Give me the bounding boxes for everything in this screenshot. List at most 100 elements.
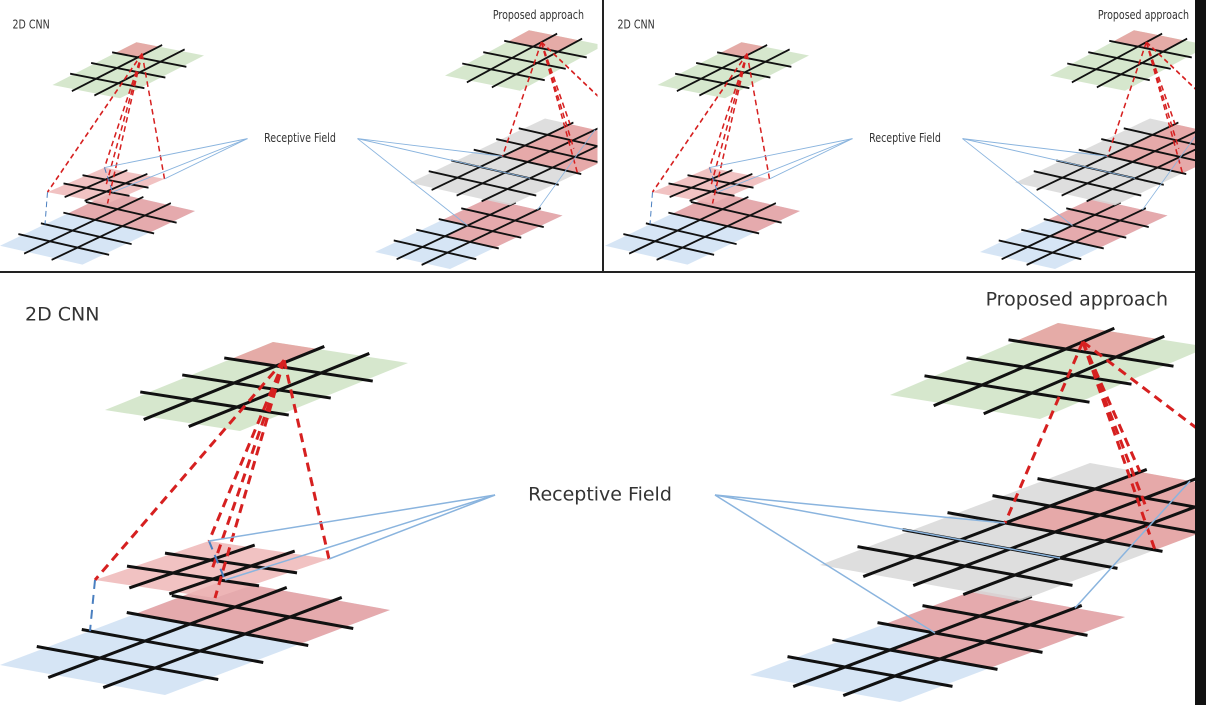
plane bbox=[652, 167, 770, 204]
receptive-cell bbox=[445, 225, 493, 242]
grid-line bbox=[998, 239, 1082, 261]
grid-line bbox=[623, 233, 715, 256]
receptive-cell bbox=[508, 30, 554, 47]
label-link bbox=[1074, 480, 1191, 609]
grid-line bbox=[91, 62, 166, 79]
receptive-cell bbox=[1047, 209, 1095, 226]
receptive-cell bbox=[1066, 331, 1158, 357]
grid-line bbox=[962, 505, 1195, 596]
dashed-link bbox=[540, 41, 575, 150]
grid-line bbox=[668, 182, 735, 197]
receptive-cell bbox=[572, 129, 598, 147]
grid-line bbox=[23, 195, 144, 255]
right-title: Proposed approach bbox=[493, 8, 584, 22]
grid-line bbox=[164, 551, 298, 575]
receptive-cell bbox=[470, 231, 518, 248]
label-link bbox=[717, 138, 853, 193]
grid-line bbox=[168, 549, 296, 596]
grid-line bbox=[922, 604, 1088, 637]
grid-line bbox=[1086, 145, 1203, 203]
dashed-link bbox=[93, 359, 286, 581]
grid-line bbox=[877, 621, 1043, 654]
label-link bbox=[104, 138, 248, 169]
label-link bbox=[357, 138, 531, 179]
label-link bbox=[769, 138, 853, 180]
grid-line bbox=[18, 233, 110, 256]
label-link bbox=[962, 138, 1073, 226]
grid-line bbox=[171, 594, 354, 630]
grid-line bbox=[143, 345, 325, 421]
right-title: Proposed approach bbox=[1098, 8, 1189, 22]
grid-line bbox=[1043, 218, 1127, 239]
grid-line bbox=[675, 72, 750, 90]
label-link bbox=[962, 138, 1108, 157]
dashed-link bbox=[651, 53, 748, 193]
grid-line bbox=[84, 173, 148, 202]
grid-line bbox=[126, 611, 309, 647]
receptive-cell bbox=[467, 214, 515, 232]
grid-line bbox=[1008, 338, 1174, 368]
receptive-cell bbox=[1138, 35, 1184, 52]
grid-line bbox=[1066, 207, 1149, 228]
grid-line bbox=[696, 62, 771, 79]
dashed-link bbox=[746, 53, 771, 180]
grid-line bbox=[70, 72, 145, 90]
label-link bbox=[714, 494, 936, 634]
grid-line bbox=[1026, 207, 1147, 266]
grid-line bbox=[126, 564, 260, 588]
receptive-cell bbox=[1075, 231, 1123, 248]
grid-line bbox=[461, 207, 544, 228]
grid-line bbox=[645, 222, 737, 246]
grid-line bbox=[63, 182, 130, 197]
grid-line bbox=[102, 596, 343, 689]
receptive-cell bbox=[442, 209, 490, 226]
grid-line bbox=[717, 51, 792, 68]
dashed-link bbox=[709, 167, 718, 193]
grid-line bbox=[483, 51, 566, 70]
grid-line bbox=[792, 595, 1033, 688]
grid-line bbox=[481, 145, 598, 203]
grid-line bbox=[983, 334, 1165, 416]
grid-line bbox=[396, 201, 517, 261]
grid-line bbox=[64, 169, 128, 199]
receptive-cell bbox=[935, 616, 1030, 642]
receptive-cell bbox=[1097, 220, 1145, 237]
receptive-cell bbox=[527, 151, 575, 168]
receptive-cell bbox=[1055, 515, 1150, 541]
grid-line bbox=[85, 200, 177, 224]
receptive-cell bbox=[550, 140, 598, 157]
plane bbox=[47, 167, 165, 204]
panel-top-left: 2D CNN Proposed approach Receptive Field bbox=[0, 8, 598, 270]
grid-line bbox=[128, 543, 256, 590]
grid-line bbox=[491, 37, 583, 89]
receptive-cell bbox=[490, 204, 538, 221]
grid-line bbox=[1021, 228, 1104, 250]
left-title: 2D CNN bbox=[25, 304, 99, 326]
receptive-cell bbox=[533, 35, 579, 52]
receptive-cell bbox=[547, 124, 595, 141]
receptive-cell bbox=[525, 134, 573, 152]
grid-line bbox=[1001, 201, 1122, 261]
dashed-link bbox=[141, 53, 166, 180]
dashed-link bbox=[649, 192, 653, 225]
grid-line bbox=[224, 356, 373, 383]
dashed-link bbox=[44, 192, 48, 225]
grid-line bbox=[82, 174, 149, 189]
label-link bbox=[537, 129, 596, 211]
grid-line bbox=[421, 207, 542, 266]
grid-line bbox=[504, 39, 587, 59]
grid-line bbox=[71, 44, 163, 92]
label-link bbox=[714, 494, 1006, 524]
dashed-link bbox=[46, 53, 143, 193]
grid-line bbox=[924, 374, 1090, 404]
left-title: 2D CNN bbox=[618, 17, 655, 31]
grid-line bbox=[140, 390, 289, 417]
grid-line bbox=[628, 195, 749, 255]
dashed-link bbox=[501, 41, 543, 157]
grid-line bbox=[416, 228, 499, 250]
dashed-link bbox=[106, 53, 143, 204]
receptive-field-label: Receptive Field bbox=[264, 131, 336, 145]
grid-line bbox=[669, 169, 733, 199]
